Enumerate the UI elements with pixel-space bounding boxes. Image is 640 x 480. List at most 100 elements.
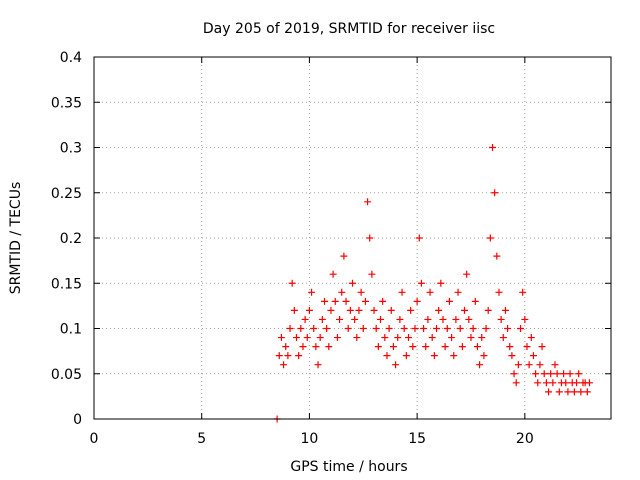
data-point <box>491 189 499 197</box>
data-point <box>452 315 460 323</box>
data-point <box>463 270 471 278</box>
data-point <box>400 325 408 332</box>
x-tick-label: 15 <box>408 431 426 447</box>
data-point <box>292 334 300 342</box>
grid <box>94 57 611 419</box>
data-point <box>415 234 423 242</box>
data-point <box>385 325 393 332</box>
data-point <box>379 297 387 305</box>
data-point <box>493 252 501 260</box>
data-point <box>484 306 492 314</box>
data-point <box>534 379 542 387</box>
data-point <box>407 306 415 314</box>
data-point <box>495 288 503 296</box>
data-point <box>529 352 537 360</box>
data-points <box>273 144 593 423</box>
data-point <box>454 288 462 296</box>
data-point <box>361 297 369 305</box>
y-tick-label: 0.1 <box>60 322 82 338</box>
data-point <box>286 325 294 332</box>
data-point <box>308 288 316 296</box>
chart-title: Day 205 of 2019, SRMTID for receiver iis… <box>203 21 495 37</box>
data-point <box>299 343 307 351</box>
x-tick-label: 10 <box>301 431 319 447</box>
data-point <box>424 315 432 323</box>
data-point <box>312 343 320 351</box>
data-point <box>346 306 354 314</box>
data-point <box>445 297 453 305</box>
data-point <box>381 334 389 342</box>
y-axis-label: SRMTID / TECUs <box>8 182 24 295</box>
data-point <box>394 334 402 342</box>
data-point <box>320 297 328 305</box>
data-point <box>396 315 404 323</box>
data-point <box>583 388 591 396</box>
data-point <box>280 361 288 369</box>
data-point <box>301 315 309 323</box>
data-point <box>290 306 298 314</box>
data-point <box>489 144 497 151</box>
y-tick-label: 0.25 <box>51 186 82 202</box>
data-point <box>467 334 475 342</box>
data-point <box>540 370 548 378</box>
data-point <box>450 352 458 360</box>
data-point <box>305 306 313 314</box>
data-point <box>398 288 406 296</box>
data-point <box>555 388 563 396</box>
data-point <box>355 306 363 314</box>
data-point <box>527 334 535 342</box>
data-point <box>417 279 425 287</box>
data-point <box>437 279 445 287</box>
data-point <box>456 325 464 332</box>
data-point <box>297 325 305 332</box>
data-point <box>461 306 469 314</box>
data-point <box>318 315 326 323</box>
data-point <box>333 334 341 342</box>
data-point <box>473 343 481 351</box>
data-point <box>570 388 578 396</box>
data-point <box>282 343 290 351</box>
data-point <box>512 379 520 387</box>
data-point <box>364 198 372 206</box>
data-point <box>377 315 385 323</box>
data-point <box>366 234 374 242</box>
data-point <box>413 297 421 305</box>
data-point <box>510 370 518 378</box>
data-point <box>486 234 494 242</box>
data-point <box>585 379 593 387</box>
data-point <box>288 279 296 287</box>
data-point <box>340 252 348 260</box>
data-point <box>387 306 395 314</box>
axis-ticks: 0 5 10 15 20 0 0.05 0.1 0.15 0.2 0.25 0.3 0.35 0.4 <box>51 50 611 447</box>
data-point <box>532 370 540 378</box>
y-tick-label: 0.3 <box>60 141 82 157</box>
data-point <box>336 315 344 323</box>
data-point <box>562 379 570 387</box>
data-point <box>497 315 505 323</box>
data-point <box>327 306 335 314</box>
data-point <box>411 325 419 332</box>
data-point <box>517 325 525 332</box>
data-point <box>303 334 311 342</box>
data-point <box>478 334 486 342</box>
data-point <box>519 288 527 296</box>
data-point <box>392 361 400 369</box>
data-point <box>525 361 533 369</box>
data-point <box>504 325 512 332</box>
y-tick-label: 0.4 <box>60 50 82 66</box>
data-point <box>560 370 568 378</box>
data-point <box>342 297 350 305</box>
data-point <box>536 361 544 369</box>
x-axis-label: GPS time / hours <box>290 459 407 475</box>
data-point <box>323 325 331 332</box>
data-point <box>441 343 449 351</box>
y-tick-label: 0.15 <box>51 276 82 292</box>
data-point <box>338 288 346 296</box>
data-point <box>553 370 561 378</box>
data-point <box>545 388 553 396</box>
y-tick-label: 0 <box>73 412 82 428</box>
data-point <box>521 315 529 323</box>
data-point <box>547 370 555 378</box>
data-point <box>435 306 443 314</box>
data-point <box>514 361 522 369</box>
